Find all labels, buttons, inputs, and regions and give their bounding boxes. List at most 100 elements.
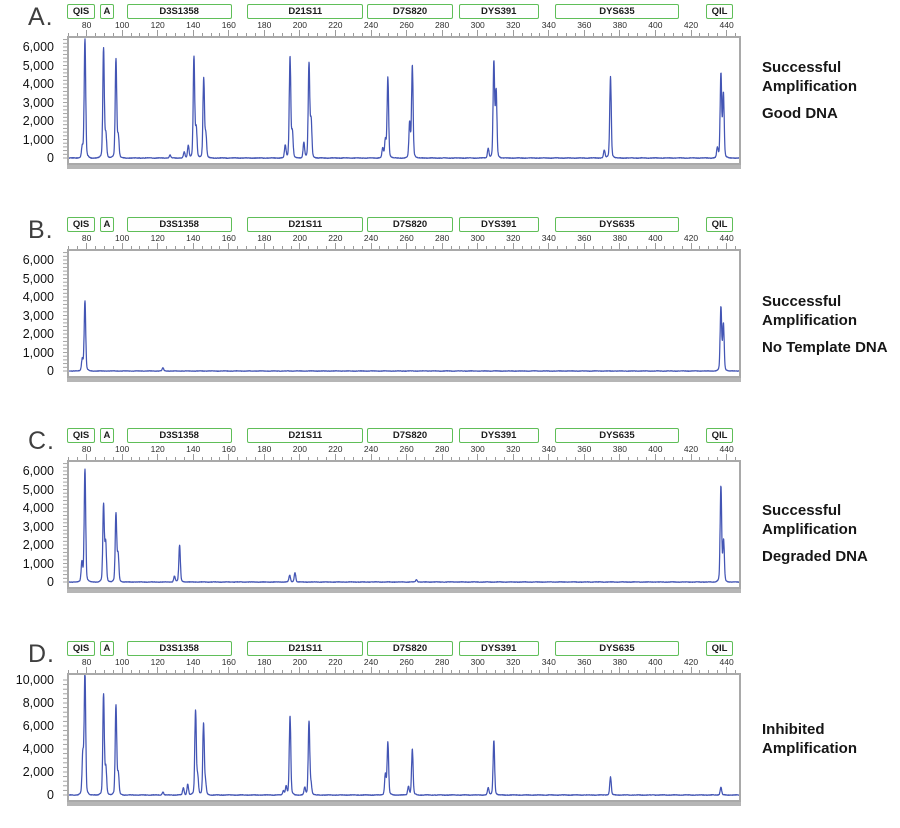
- ruler-numbers: 80 100 120 140 160 180 200 220 240 260 280 300 320 34…: [67, 657, 741, 667]
- ruler-tick-label: 80: [81, 20, 92, 30]
- ruler-tick: [290, 670, 292, 673]
- ruler-tick: [726, 243, 728, 249]
- ruler-tick-label: 400: [648, 657, 663, 667]
- ruler-tick: [539, 457, 541, 460]
- ruler-tick: [539, 246, 541, 249]
- ruler-tick: [352, 33, 354, 36]
- ruler-tick-label: 180: [257, 20, 272, 30]
- ruler-tick: [441, 454, 443, 460]
- ruler-tick-label: 260: [399, 657, 414, 667]
- ruler-tick: [406, 667, 408, 673]
- ruler-tick: [157, 243, 159, 249]
- ruler-tick: [566, 457, 568, 460]
- ruler-tick: [210, 457, 212, 460]
- marker-box-d21s11: D21S11: [247, 428, 364, 443]
- ruler-tick-label: 80: [81, 444, 92, 454]
- marker-box-d3s1358: D3S1358: [126, 428, 232, 443]
- ruler-tick-label: 340: [541, 657, 556, 667]
- ruler-tick: [619, 243, 621, 249]
- ruler-tick: [539, 33, 541, 36]
- ruler-tick-label: 80: [81, 233, 92, 243]
- ruler-tick: [352, 246, 354, 249]
- ruler-tick: [717, 670, 719, 673]
- marker-box-a: A: [99, 217, 114, 232]
- ruler-tick: [94, 457, 96, 460]
- ruler-tick: [717, 457, 719, 460]
- ruler-tick: [690, 667, 692, 673]
- ruler-tick: [548, 667, 550, 673]
- plot-frame: [67, 36, 741, 165]
- ruler-tick: [512, 667, 514, 673]
- ruler-tick: [343, 457, 345, 460]
- ruler-tick: [397, 457, 399, 460]
- marker-box-a: A: [99, 4, 114, 19]
- ruler-tick-label: 120: [150, 233, 165, 243]
- ruler-tick: [406, 454, 408, 460]
- ruler-tick-label: 340: [541, 233, 556, 243]
- ruler-tick: [130, 33, 132, 36]
- ruler-tick: [468, 457, 470, 460]
- ruler-tick: [450, 670, 452, 673]
- ruler-tick: [326, 246, 328, 249]
- ruler-tick: [192, 30, 194, 36]
- ruler-tick-label: 200: [292, 657, 307, 667]
- ruler-tick: [192, 454, 194, 460]
- ruler-tick: [637, 670, 639, 673]
- ruler-tick: [628, 246, 630, 249]
- ruler-tick: [583, 243, 585, 249]
- ruler-tick: [566, 33, 568, 36]
- ruler-tick-label: 300: [470, 20, 485, 30]
- y-axis-label: 4,000: [22, 290, 54, 304]
- ruler-tick: [263, 667, 265, 673]
- ruler-tick-label: 240: [363, 233, 379, 243]
- ruler-tick-label: 320: [506, 233, 521, 243]
- ruler-tick: [432, 33, 434, 36]
- marker-box-qil: QIL: [706, 428, 733, 443]
- ruler-tick: [486, 33, 488, 36]
- ruler-tick-label: 120: [150, 657, 165, 667]
- panel-letter: C.: [28, 427, 55, 455]
- marker-header: QIS A D3S1358 D21S11 D7S820 DYS391 DYS635 QIL: [67, 641, 741, 658]
- ruler-tick: [397, 33, 399, 36]
- marker-box-qis: QIS: [67, 428, 95, 443]
- marker-box-dys635: DYS635: [554, 428, 680, 443]
- ruler-tick: [379, 246, 381, 249]
- ruler-tick: [734, 33, 736, 36]
- ruler-tick: [246, 670, 248, 673]
- ruler-tick-label: 160: [221, 657, 236, 667]
- ruler-tick: [86, 30, 88, 36]
- ruler-tick-label: 120: [150, 20, 165, 30]
- ruler-tick: [334, 243, 336, 249]
- ruler-tick-label: 200: [292, 20, 307, 30]
- y-axis-label: 2,000: [22, 765, 54, 779]
- ruler-tick: [299, 30, 301, 36]
- ruler-tick: [361, 246, 363, 249]
- y-axis-label: 2,000: [22, 327, 54, 341]
- ruler-tick: [574, 670, 576, 673]
- ruler-tick: [583, 30, 585, 36]
- ruler-tick: [343, 670, 345, 673]
- ruler-tick: [423, 457, 425, 460]
- ruler-tick: [308, 246, 310, 249]
- ruler-tick: [139, 457, 141, 460]
- ruler-tick: [681, 33, 683, 36]
- ruler-tick: [388, 670, 390, 673]
- ruler-tick: [397, 246, 399, 249]
- ruler-tick: [414, 33, 416, 36]
- ruler-tick: [103, 670, 105, 673]
- ruler-tick-label: 340: [541, 444, 556, 454]
- ruler-tick: [148, 33, 150, 36]
- ruler-tick: [121, 30, 123, 36]
- ruler-tick: [112, 670, 114, 673]
- ruler-tick: [717, 33, 719, 36]
- ruler-tick-label: 360: [577, 233, 592, 243]
- ruler-tick: [468, 670, 470, 673]
- y-axis-label: 1,000: [22, 132, 54, 147]
- ruler-tick: [228, 30, 230, 36]
- ruler-tick: [219, 246, 221, 249]
- trace-path: [69, 675, 739, 797]
- y-axis-label: 10,000: [15, 673, 54, 687]
- ruler-tick-label: 160: [221, 233, 236, 243]
- ruler-tick: [94, 33, 96, 36]
- ruler-tick: [334, 667, 336, 673]
